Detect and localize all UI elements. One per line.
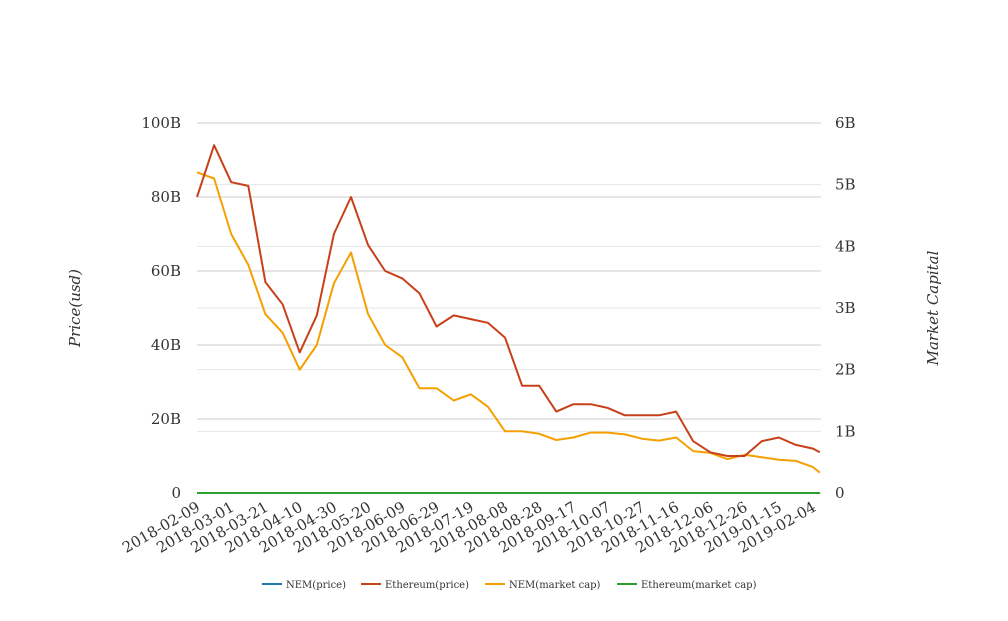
y-right-tick-label: 3B — [835, 299, 856, 317]
y-left-tick-labels: 0 20B 40B 60B 80B 100B — [141, 114, 181, 502]
y-right-tick-label: 0 — [835, 484, 845, 502]
legend: NEM(price) Ethereum(price) NEM(market cap)… — [262, 580, 757, 591]
legend-label: NEM(price) — [286, 580, 346, 591]
y-left-tick-label: 20B — [151, 410, 181, 428]
legend-label: NEM(market cap) — [509, 580, 601, 591]
y-right-tick-label: 4B — [835, 237, 856, 255]
series-lines — [196, 144, 821, 494]
series-line-ethereum-price — [196, 144, 821, 457]
y-left-tick-label: 0 — [171, 484, 181, 502]
y-right-tick-label: 2B — [835, 361, 856, 379]
y-right-tick-labels: 0 1B 2B 3B 4B 5B 6B — [835, 114, 856, 502]
y-right-tick-label: 6B — [835, 114, 856, 132]
series-line-nem-market-cap — [196, 171, 821, 474]
y-right-tick-label: 5B — [835, 176, 856, 194]
y-axis-left-title: Price(usd) — [66, 269, 84, 348]
grid-right — [197, 122, 821, 494]
y-right-tick-label: 1B — [835, 422, 856, 440]
y-axis-right-title: Market Capital — [924, 250, 942, 366]
y-left-tick-label: 60B — [151, 262, 181, 280]
y-left-tick-label: 100B — [141, 114, 181, 132]
x-tick-labels: 2018-02-092018-03-012018-03-212018-04-10… — [119, 498, 819, 557]
y-left-tick-label: 40B — [151, 336, 181, 354]
y-left-tick-label: 80B — [151, 188, 181, 206]
legend-label: Ethereum(market cap) — [641, 580, 757, 591]
legend-label: Ethereum(price) — [385, 580, 469, 591]
grid-left — [197, 122, 821, 494]
